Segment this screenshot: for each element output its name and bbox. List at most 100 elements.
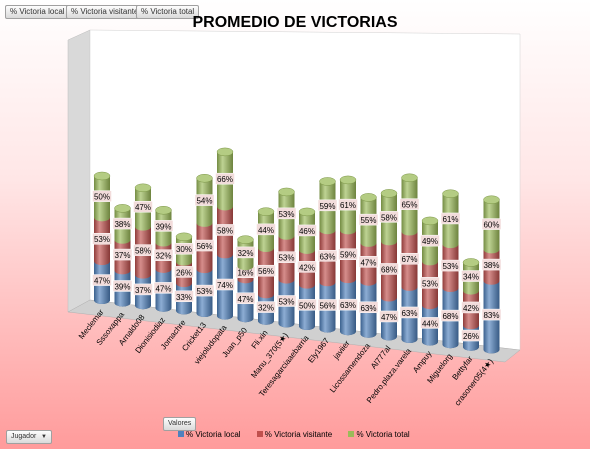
data-label-box <box>276 207 297 220</box>
data-label: 47% <box>360 258 376 267</box>
data-label-box <box>153 282 174 294</box>
data-label: 56% <box>196 242 212 251</box>
jugador-filter-button[interactable]: Jugador ▼ <box>6 430 52 444</box>
data-label: 66% <box>217 175 233 184</box>
legend-label-local: % Victoria local <box>186 430 241 439</box>
bar-segment-bottom-0 <box>94 296 110 304</box>
legend-item-total: % Victoria total <box>348 430 410 439</box>
data-label-box <box>379 211 399 223</box>
data-label: 68% <box>381 265 397 274</box>
bar-segment-bottom-0 <box>340 327 356 336</box>
bar-segment-bottom-1 <box>176 279 192 288</box>
bar-segment-bottom-0 <box>463 342 479 351</box>
data-label-box <box>317 250 338 262</box>
data-label: 38% <box>483 261 499 270</box>
bar-segment-bottom-0 <box>135 301 151 310</box>
data-label: 83% <box>483 311 499 320</box>
data-label-box <box>461 329 481 342</box>
data-label: 61% <box>442 215 458 224</box>
bar-segment-bottom-2 <box>135 222 151 231</box>
data-label-box <box>174 290 194 303</box>
data-label-box <box>92 274 112 286</box>
data-label-box <box>379 310 399 323</box>
field-button-victoria-total[interactable]: % Victoria total <box>136 5 200 19</box>
data-label-box <box>194 239 215 252</box>
data-label-box <box>297 261 317 273</box>
values-button[interactable]: Valores <box>163 417 197 431</box>
data-label: 50% <box>299 301 315 310</box>
bar-segment-bottom-0 <box>299 322 315 330</box>
data-label: 63% <box>340 301 356 310</box>
bar-segment-bottom-0 <box>442 340 459 349</box>
data-label: 53% <box>278 254 294 263</box>
data-label: 44% <box>422 319 438 328</box>
data-label: 32% <box>155 252 171 261</box>
legend-item-local: % Victoria local <box>178 430 241 439</box>
data-label-box <box>338 198 358 211</box>
bar-segment-bottom-2 <box>360 238 377 247</box>
legend-swatch-total <box>348 431 355 437</box>
data-label-box <box>338 248 358 260</box>
bar-segment-bottom-1 <box>442 283 459 292</box>
data-label: 38% <box>114 220 130 229</box>
data-label: 44% <box>258 226 274 235</box>
bar-segment-bottom-1 <box>135 270 151 279</box>
chart-title: PROMEDIO DE VICTORIAS <box>192 14 398 31</box>
column-top <box>278 187 295 197</box>
bar-segment-bottom-1 <box>258 290 274 299</box>
data-label: 53% <box>94 235 110 244</box>
data-label-box <box>215 172 235 185</box>
data-label-box <box>420 277 440 289</box>
column-top <box>134 183 152 193</box>
bar-segment-bottom-0 <box>237 314 254 323</box>
data-label: 26% <box>176 268 192 277</box>
bar-segment-bottom-0 <box>217 311 233 320</box>
data-label-box <box>256 301 276 313</box>
bar-segment-bottom-2 <box>422 257 438 266</box>
data-label: 61% <box>340 201 356 210</box>
data-label: 34% <box>463 273 479 282</box>
data-label-box <box>481 308 502 321</box>
column-top <box>462 258 480 267</box>
bar-segment-bottom-1 <box>360 277 377 286</box>
jugador-filter-label: Jugador <box>11 433 37 440</box>
bar-segment-bottom-1 <box>463 321 479 330</box>
column-top <box>401 173 418 183</box>
column-top <box>175 232 193 242</box>
data-label: 47% <box>381 313 397 322</box>
data-label-box <box>133 244 153 256</box>
bar-segment-bottom-2 <box>401 227 418 236</box>
data-label: 67% <box>401 255 417 264</box>
bar-segment-bottom-1 <box>278 275 295 284</box>
bar-segment-bottom-1 <box>319 278 336 287</box>
bar-segment-bottom-0 <box>381 332 397 341</box>
bar-segment-bottom-1 <box>299 280 315 289</box>
data-label-box <box>276 251 297 263</box>
bar-segment-bottom-0 <box>483 345 500 354</box>
data-label-box <box>379 263 399 275</box>
bar-segment-bottom-2 <box>237 262 254 271</box>
column-top <box>237 235 254 244</box>
data-label: 26% <box>463 332 479 341</box>
bar-segment-bottom-1 <box>483 276 500 285</box>
data-label: 53% <box>278 210 294 219</box>
data-label: 63% <box>319 252 335 261</box>
data-label: 37% <box>135 286 151 295</box>
column-top <box>483 195 500 205</box>
data-label-box <box>194 284 215 297</box>
data-label: 33% <box>176 293 192 302</box>
bar-segment-bottom-2 <box>381 237 397 246</box>
data-label-box <box>440 259 461 272</box>
column-top <box>93 171 111 181</box>
data-label: 32% <box>237 249 253 258</box>
bar-segment-bottom-2 <box>319 226 336 235</box>
column-top <box>442 189 459 198</box>
data-label-box <box>461 301 481 314</box>
data-label-box <box>153 249 174 261</box>
data-label: 47% <box>135 203 151 212</box>
bar-segment-bottom-2 <box>176 257 192 266</box>
data-label: 54% <box>196 197 212 206</box>
data-label: 16% <box>237 269 253 278</box>
